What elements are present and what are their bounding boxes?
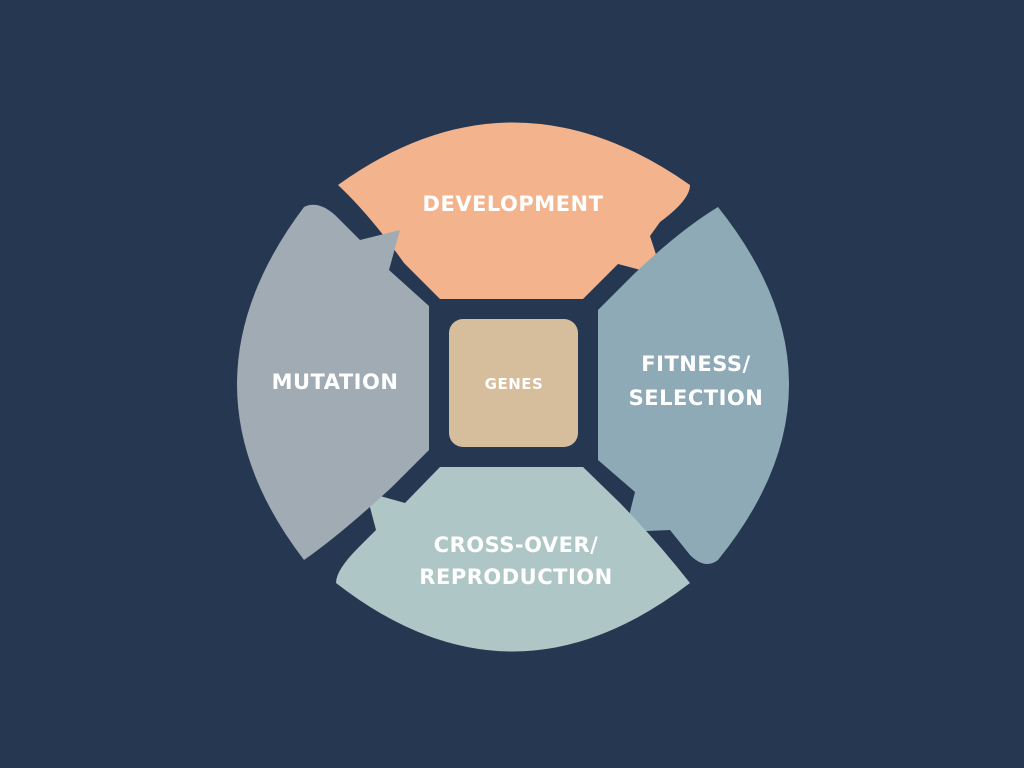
label-fitness-line2: SELECTION	[629, 386, 764, 410]
segment-crossover	[336, 467, 690, 652]
segment-mutation	[237, 204, 429, 561]
segment-fitness	[598, 207, 789, 564]
center-genes-box	[449, 319, 578, 447]
label-fitness-line1: FITNESS/	[641, 352, 750, 376]
label-mutation: MUTATION	[272, 370, 399, 394]
label-crossover-line1: CROSS-OVER/	[434, 533, 599, 557]
label-genes: GENES	[485, 375, 544, 393]
label-development: DEVELOPMENT	[423, 192, 604, 216]
label-crossover-line2: REPRODUCTION	[419, 565, 612, 589]
segment-development	[338, 122, 690, 299]
